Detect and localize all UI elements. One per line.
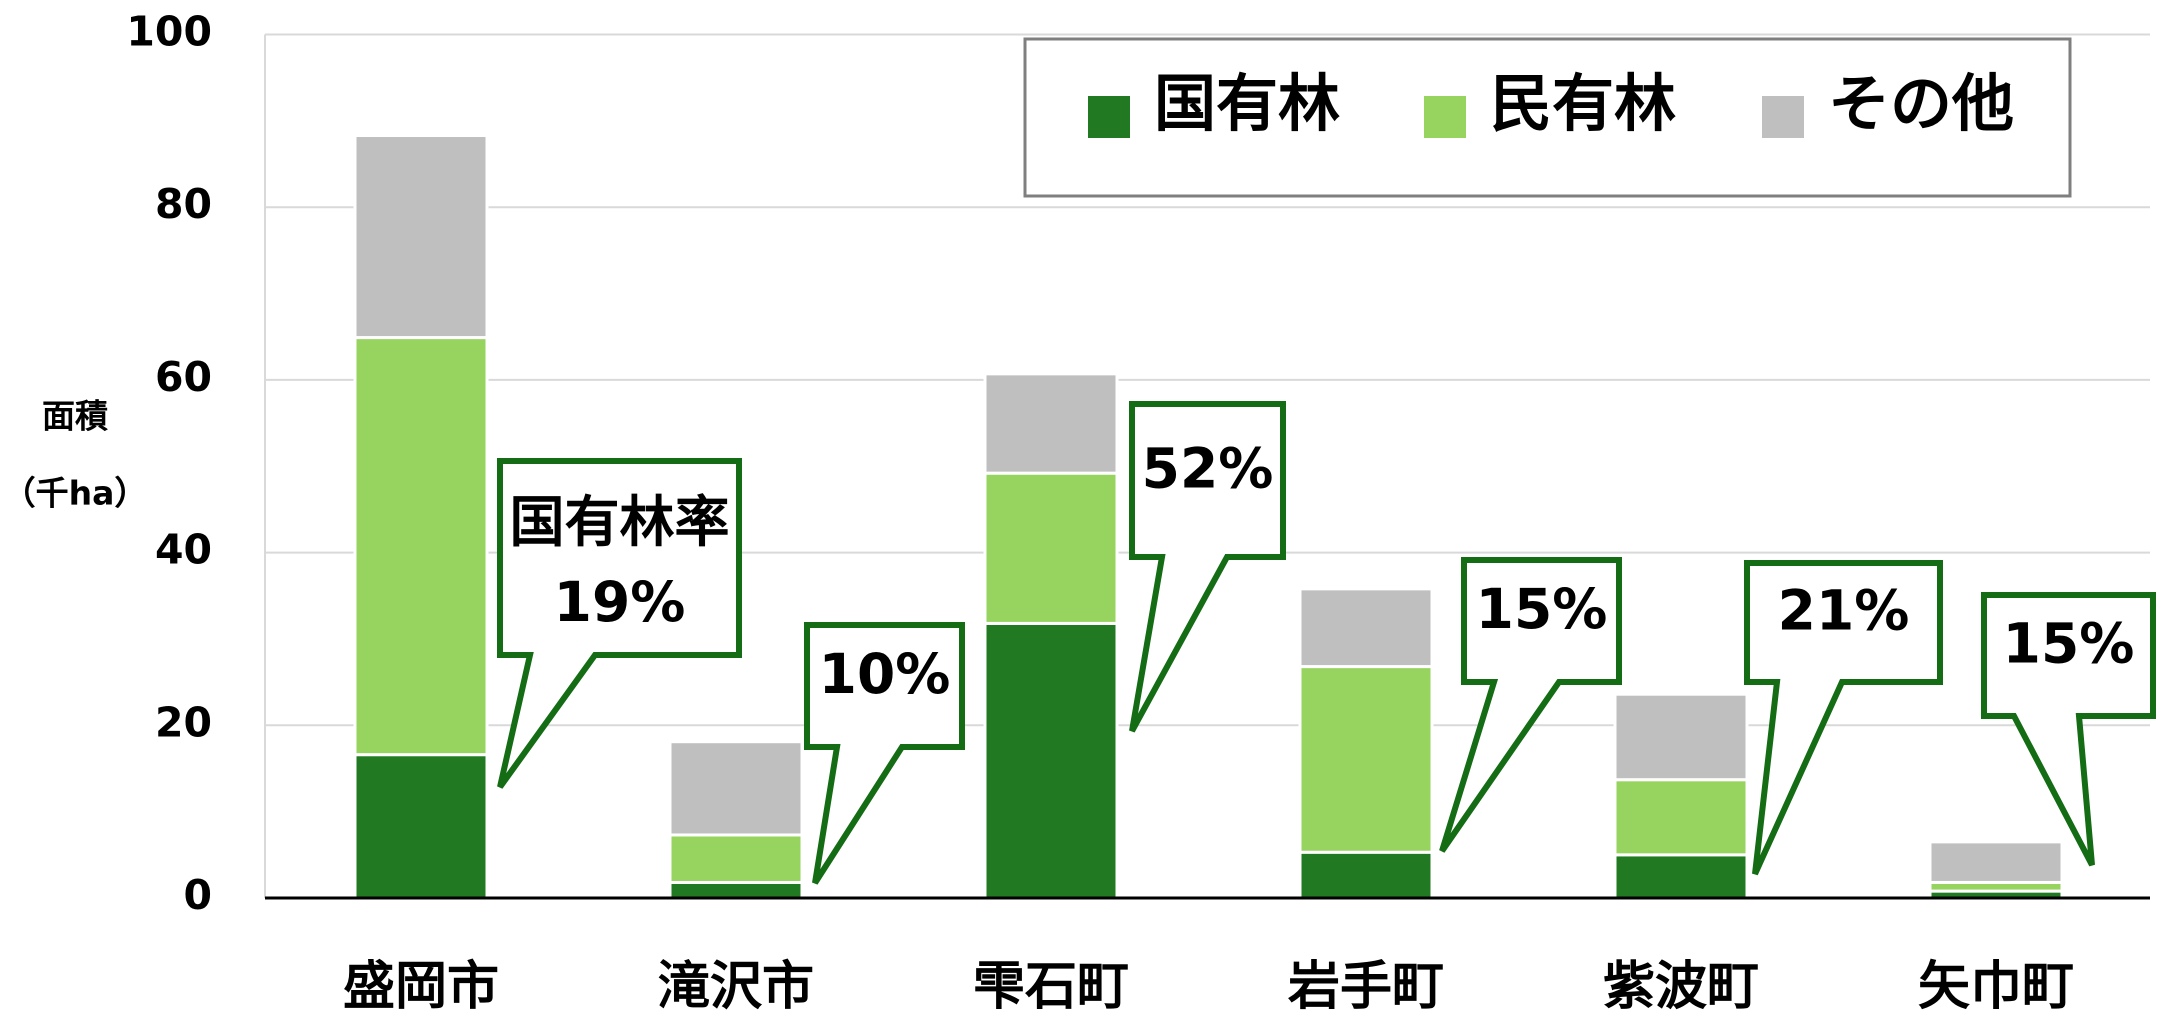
legend-swatch	[1088, 96, 1130, 138]
y-tick-label: 40	[155, 526, 212, 574]
callout	[1981, 592, 2156, 867]
bar-segment	[1613, 853, 1749, 900]
bar-segment	[983, 621, 1119, 900]
bar-segment	[1928, 840, 2064, 884]
x-tick-label: 岩手町	[1288, 957, 1444, 1017]
callout-label: 52%	[1142, 437, 1274, 501]
bar-segment	[353, 336, 489, 757]
x-tick-label: 盛岡市	[343, 957, 499, 1017]
bar-segment	[1298, 850, 1434, 900]
callout-label: 19%	[554, 570, 686, 634]
y-axis-label: 面積	[42, 397, 108, 436]
bar-segment	[1298, 587, 1434, 669]
bar-segment	[353, 753, 489, 900]
callout	[1744, 560, 1943, 876]
x-tick-label: 雫石町	[973, 957, 1129, 1017]
callout-label: 10%	[819, 642, 951, 706]
legend-label: 国有林	[1154, 67, 1340, 140]
x-tick-label: 滝沢市	[658, 957, 814, 1017]
legend-swatch	[1424, 96, 1466, 138]
callout	[1129, 401, 1286, 733]
bar-segment	[983, 372, 1119, 475]
bar-segment	[1298, 665, 1434, 854]
bar-segment	[353, 134, 489, 340]
x-tick-label: 矢巾町	[1918, 957, 2074, 1017]
callout-label: 15%	[1476, 577, 1608, 641]
bar-segment	[668, 833, 804, 884]
callout-title: 国有林率	[509, 490, 729, 554]
callout	[1439, 557, 1622, 853]
bar-segment	[1613, 692, 1749, 782]
y-tick-label: 20	[155, 698, 212, 746]
bar-segment	[983, 471, 1119, 625]
callout	[804, 622, 965, 885]
legend-box	[1023, 37, 2072, 198]
y-tick-label: 60	[155, 353, 212, 401]
callout	[497, 458, 742, 789]
y-axis-label: （千ha）	[3, 474, 148, 513]
x-tick-label: 紫波町	[1603, 957, 1759, 1017]
bar-segment	[668, 880, 804, 900]
bar-segment	[1613, 778, 1749, 857]
legend-label: その他	[1828, 67, 2014, 140]
legend-label: 民有林	[1490, 67, 1676, 140]
y-tick-label: 0	[183, 871, 212, 919]
bar-segment	[668, 740, 804, 837]
callout-label: 15%	[2003, 612, 2135, 676]
y-tick-label: 80	[155, 180, 212, 228]
legend-swatch	[1762, 96, 1804, 138]
callout-label: 21%	[1778, 579, 1910, 643]
y-tick-label: 100	[126, 8, 212, 56]
